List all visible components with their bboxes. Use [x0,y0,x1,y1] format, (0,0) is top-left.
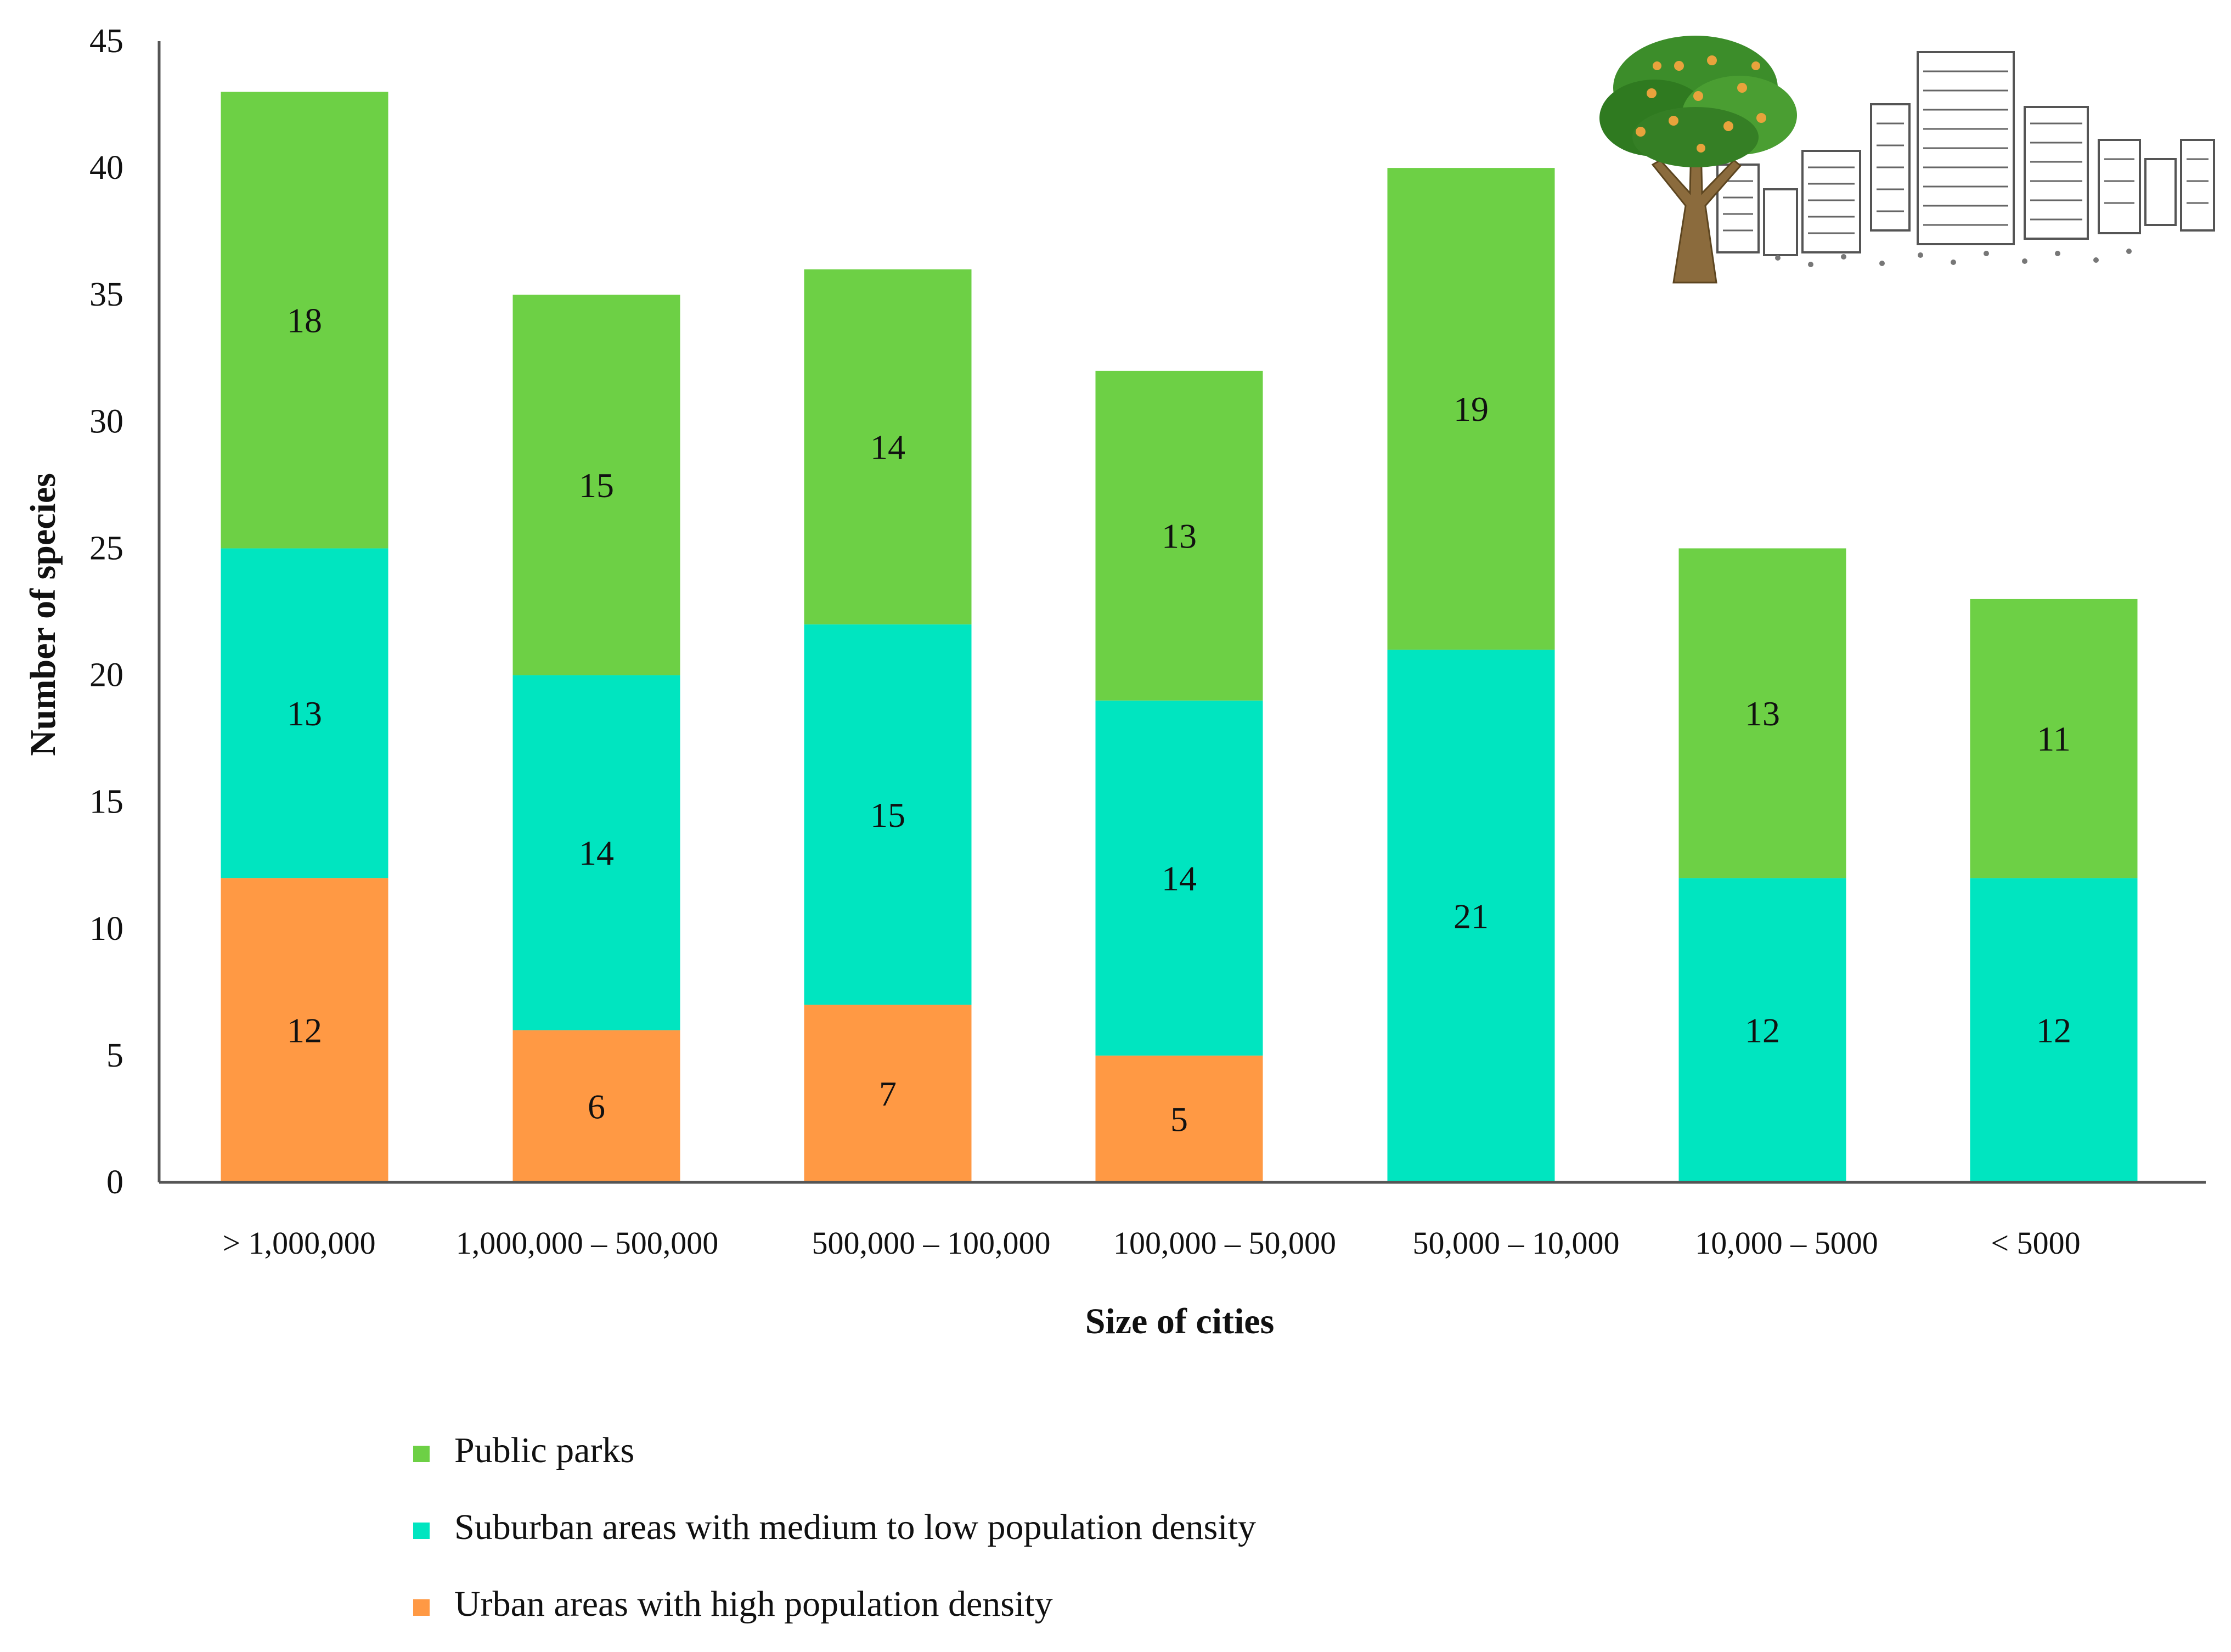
bar-segment [804,269,972,625]
x-tick-label: 10,000 – 5000 [1695,1225,1878,1261]
bar-segment [1970,878,2138,1182]
bar-segment [1678,548,1846,878]
legend-label: Urban areas with high population density [454,1584,1053,1624]
bar-segment [512,295,680,675]
bar-segment [1387,168,1555,650]
y-tick-label: 25 [89,529,123,567]
bar-segment [221,548,388,878]
y-tick-label: 30 [89,403,123,440]
bar-value-label: 12 [2036,1011,2071,1050]
bars [221,92,2138,1182]
bar-value-labels: 12 13 18 6 14 15 7 15 14 5 14 13 21 19 12 13 12 11 [287,301,2071,1138]
x-tick-label: 100,000 – 50,000 [1113,1225,1336,1261]
bar-value-label: 18 [287,301,322,340]
bar-value-label: 14 [870,428,905,467]
y-tick-label: 40 [89,149,123,187]
y-axis-ticks: 0 5 10 15 20 25 30 35 40 45 [89,22,123,1201]
x-tick-label: 500,000 – 100,000 [812,1225,1051,1261]
bar-segment [1095,370,1263,701]
bar-segment [1970,599,2138,878]
bar-segment [1095,1055,1263,1182]
y-tick-label: 0 [106,1164,123,1201]
bar-value-label: 12 [287,1011,322,1050]
bar-value-label: 14 [1162,859,1197,898]
bar-value-label: 15 [579,466,614,505]
bar-segment [804,1005,972,1182]
y-tick-label: 5 [106,1037,123,1074]
legend-label: Suburban areas with medium to low popula… [454,1507,1256,1547]
bar-value-label: 7 [879,1074,897,1113]
y-tick-label: 15 [89,783,123,821]
tree-icon [1599,36,1797,284]
bar-segment [221,92,388,549]
bar-value-label: 13 [1745,694,1780,733]
bar-segment [1387,650,1555,1182]
legend-swatch [413,1446,430,1462]
legend-swatch [413,1599,430,1616]
x-axis-category-labels: > 1,000,000 1,000,000 – 500,000 500,000 – … [222,1225,2080,1261]
bar-value-label: 14 [579,833,614,872]
bar-segment [512,1030,680,1182]
y-tick-label: 45 [89,22,123,60]
bar-value-label: 5 [1170,1100,1188,1138]
bar-value-label: 6 [588,1087,605,1126]
y-axis-title: Number of species [23,473,63,756]
y-tick-label: 20 [89,657,123,694]
x-tick-label: > 1,000,000 [222,1225,375,1261]
x-tick-label: 1,000,000 – 500,000 [456,1225,719,1261]
bar-value-label: 12 [1745,1011,1780,1050]
legend: Public parks Suburban areas with medium t… [413,1430,1256,1624]
bar-value-label: 15 [870,796,905,835]
bar-segment [221,878,388,1182]
bar-segment [1095,700,1263,1056]
x-axis-title: Size of cities [1085,1301,1275,1341]
x-tick-label: < 5000 [1991,1225,2080,1261]
legend-swatch [413,1523,430,1539]
bar-value-label: 13 [1162,516,1197,555]
x-tick-label: 50,000 – 10,000 [1413,1225,1620,1261]
y-tick-label: 35 [89,276,123,313]
bar-segment [1678,878,1846,1182]
city-skyline-icon [1716,51,2215,267]
bar-value-label: 13 [287,694,322,733]
bar-value-label: 21 [1453,897,1489,936]
bar-segment [804,624,972,1005]
bar-segment [512,675,680,1030]
bar-value-label: 11 [2037,719,2071,758]
legend-label: Public parks [454,1430,634,1470]
y-tick-label: 10 [89,910,123,948]
bar-value-label: 19 [1453,390,1489,428]
